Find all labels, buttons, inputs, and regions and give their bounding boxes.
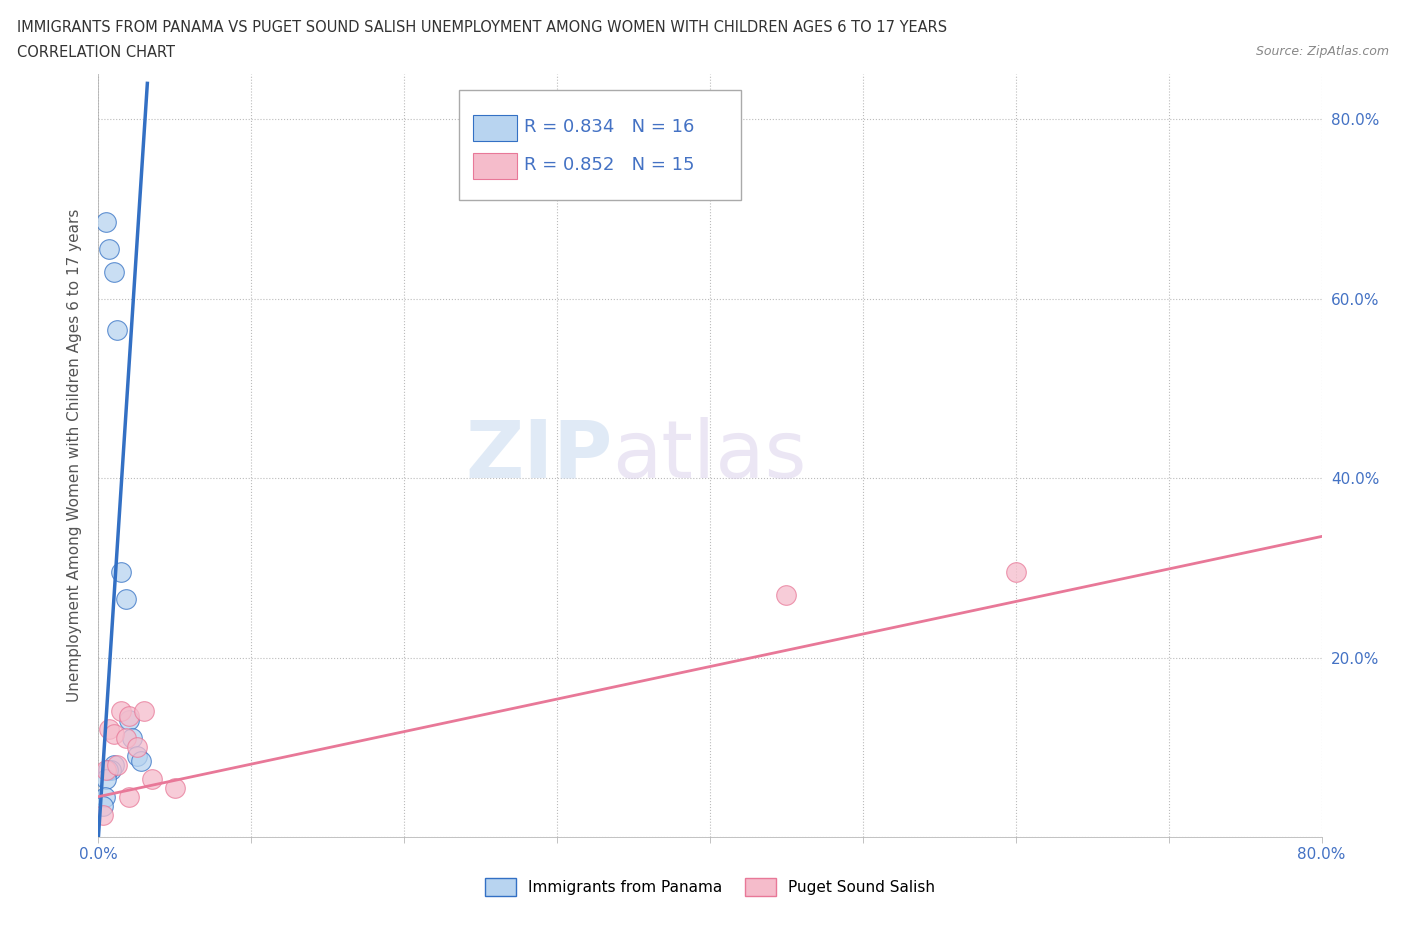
Text: R = 0.852   N = 15: R = 0.852 N = 15 bbox=[524, 156, 695, 174]
Point bbox=[118, 709, 141, 724]
FancyBboxPatch shape bbox=[472, 153, 517, 179]
Legend: Immigrants from Panama, Puget Sound Salish: Immigrants from Panama, Puget Sound Sali… bbox=[479, 872, 941, 902]
Point bbox=[100, 763, 122, 777]
Point bbox=[105, 758, 128, 773]
Point bbox=[103, 758, 125, 773]
Y-axis label: Unemployment Among Women with Children Ages 6 to 17 years: Unemployment Among Women with Children A… bbox=[67, 209, 83, 702]
Point bbox=[775, 588, 797, 603]
Point bbox=[91, 807, 114, 822]
Text: IMMIGRANTS FROM PANAMA VS PUGET SOUND SALISH UNEMPLOYMENT AMONG WOMEN WITH CHILD: IMMIGRANTS FROM PANAMA VS PUGET SOUND SA… bbox=[17, 20, 948, 35]
Point bbox=[110, 704, 132, 719]
Point bbox=[103, 264, 125, 279]
FancyBboxPatch shape bbox=[472, 114, 517, 140]
Point bbox=[125, 740, 148, 755]
Text: ZIP: ZIP bbox=[465, 417, 612, 495]
Point bbox=[98, 722, 121, 737]
Text: atlas: atlas bbox=[612, 417, 807, 495]
Text: R = 0.834   N = 16: R = 0.834 N = 16 bbox=[524, 118, 695, 136]
Point bbox=[125, 749, 148, 764]
Point bbox=[129, 753, 152, 768]
Point bbox=[118, 790, 141, 804]
Text: Source: ZipAtlas.com: Source: ZipAtlas.com bbox=[1256, 45, 1389, 58]
Point bbox=[94, 215, 117, 230]
Point bbox=[1004, 565, 1026, 579]
FancyBboxPatch shape bbox=[460, 89, 741, 200]
Point bbox=[103, 726, 125, 741]
Point bbox=[91, 798, 114, 813]
Point bbox=[93, 790, 115, 804]
Point bbox=[134, 704, 156, 719]
Point bbox=[94, 763, 117, 777]
Text: CORRELATION CHART: CORRELATION CHART bbox=[17, 45, 174, 60]
Point bbox=[98, 242, 121, 257]
Point bbox=[118, 713, 141, 728]
Point bbox=[97, 763, 120, 777]
Point bbox=[121, 731, 143, 746]
Point bbox=[141, 771, 163, 786]
Point bbox=[163, 780, 186, 795]
Point bbox=[94, 771, 117, 786]
Point bbox=[110, 565, 132, 579]
Point bbox=[105, 323, 128, 338]
Point bbox=[115, 591, 138, 606]
Point bbox=[115, 731, 138, 746]
